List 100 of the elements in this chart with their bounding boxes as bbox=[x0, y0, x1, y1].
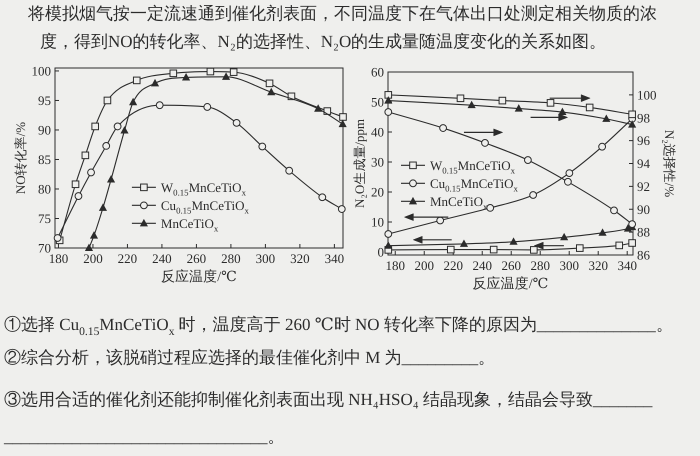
x-tick-label: 340 bbox=[324, 251, 344, 266]
point bbox=[602, 114, 610, 122]
point bbox=[222, 72, 230, 80]
y2-tick-label: 88 bbox=[637, 224, 650, 240]
point bbox=[82, 152, 90, 160]
point bbox=[628, 110, 636, 118]
x-tick-label: 220 bbox=[443, 258, 463, 273]
point bbox=[546, 99, 554, 107]
x-tick-label: 320 bbox=[290, 251, 310, 266]
point bbox=[132, 76, 141, 84]
point bbox=[460, 240, 468, 247]
y-tick-label: 60 bbox=[371, 64, 384, 80]
x-tick-label: 240 bbox=[472, 258, 492, 273]
y-tick-label: 10 bbox=[371, 214, 384, 230]
y-tick-label: 100 bbox=[32, 63, 51, 78]
x-tick-label: 200 bbox=[83, 251, 103, 266]
point bbox=[384, 230, 392, 238]
x-tick-label: 280 bbox=[530, 258, 550, 273]
point bbox=[267, 88, 276, 96]
text: _______________________________。 bbox=[3, 427, 284, 446]
point bbox=[151, 79, 159, 86]
point bbox=[598, 228, 606, 236]
text: ①选择 Cu$_{0.15}$MnCeTiO$_{x}$ 时，温度高于 260 ℃时 NO 转化率下降的原因为______________。 bbox=[4, 315, 673, 338]
point bbox=[456, 94, 464, 102]
point bbox=[514, 104, 523, 112]
y-tick-label: 85 bbox=[38, 152, 51, 167]
point bbox=[258, 142, 266, 150]
point bbox=[156, 101, 164, 110]
point bbox=[206, 68, 214, 76]
point bbox=[481, 139, 489, 147]
y-tick-label: 90 bbox=[38, 122, 51, 138]
point bbox=[384, 108, 392, 116]
point bbox=[90, 232, 98, 239]
point bbox=[510, 238, 518, 245]
y2-axis-title: N₂选择性/% bbox=[662, 130, 677, 198]
point bbox=[85, 244, 93, 251]
x-tick-label: 240 bbox=[152, 251, 172, 266]
point bbox=[384, 96, 392, 104]
y-tick-label: 80 bbox=[38, 181, 51, 196]
x-tick-label: 300 bbox=[256, 251, 276, 266]
x-axis-title: 反应温度/℃ bbox=[472, 276, 548, 292]
point bbox=[446, 246, 455, 254]
text: ②综合分析，该脱硝过程应选择的最佳催化剂中 M 为_________。 bbox=[4, 348, 496, 367]
point bbox=[182, 73, 190, 80]
y2-tick-label: 100 bbox=[637, 87, 656, 102]
point bbox=[314, 104, 322, 112]
point bbox=[468, 101, 476, 108]
point bbox=[266, 80, 274, 88]
point bbox=[610, 206, 618, 214]
x-tick-label: 220 bbox=[118, 251, 138, 266]
point bbox=[558, 108, 566, 116]
point bbox=[560, 233, 568, 240]
point bbox=[586, 104, 594, 112]
text: 将模拟烟气按一定流速通到催化剂表面，不同温度下在气体出口处测定相关物质的浓 bbox=[27, 4, 657, 23]
x-axis-title: 反应温度/℃ bbox=[161, 269, 237, 285]
point bbox=[91, 122, 99, 130]
point bbox=[384, 91, 392, 99]
y2-tick-label: 98 bbox=[637, 110, 650, 126]
x-tick-label: 340 bbox=[617, 258, 637, 273]
point bbox=[338, 205, 346, 213]
point bbox=[99, 204, 107, 211]
point bbox=[104, 96, 112, 104]
point bbox=[107, 176, 115, 183]
legend-label: MnCeTiO$_{x}$ bbox=[160, 216, 219, 234]
point bbox=[120, 126, 128, 134]
legend-label: Cu$_{0.15}$MnCeTiO$_{x}$ bbox=[430, 176, 519, 194]
x-tick-label: 180 bbox=[386, 258, 405, 273]
y2-tick-label: 96 bbox=[637, 133, 650, 148]
y-tick-label: 75 bbox=[38, 210, 51, 226]
x-tick-label: 260 bbox=[186, 251, 206, 266]
point bbox=[338, 120, 346, 128]
point bbox=[490, 246, 498, 254]
x-tick-label: 180 bbox=[48, 251, 68, 266]
y2-tick-label: 86 bbox=[637, 248, 650, 262]
point bbox=[565, 169, 574, 177]
y-axis-title: NO转化率/% bbox=[13, 122, 28, 194]
point bbox=[129, 98, 137, 106]
text: ③选用合适的催化剂还能抑制催化剂表面出现 NH₄HSO₄ 结晶现象，结晶会导致_______ bbox=[4, 390, 653, 409]
point bbox=[232, 118, 240, 127]
point bbox=[72, 180, 80, 188]
x-tick-label: 280 bbox=[221, 251, 241, 266]
point bbox=[628, 220, 636, 228]
point bbox=[564, 178, 572, 186]
y-tick-label: 20 bbox=[371, 184, 384, 200]
point bbox=[74, 192, 82, 200]
x-tick-label: 200 bbox=[414, 258, 434, 273]
text: 度，得到NO的转化率、N₂的选择性、N₂O的生成量随温度变化的关系如图。 bbox=[40, 32, 606, 51]
point bbox=[436, 216, 444, 224]
point bbox=[114, 122, 122, 130]
y2-tick-label: 94 bbox=[637, 156, 650, 171]
point bbox=[439, 124, 447, 132]
y2-tick-label: 90 bbox=[637, 202, 650, 217]
y-tick-label: 0 bbox=[378, 244, 384, 260]
point bbox=[628, 239, 636, 247]
point bbox=[576, 244, 584, 252]
y-tick-label: 40 bbox=[371, 124, 384, 140]
point bbox=[339, 113, 347, 121]
y-tick-label: 70 bbox=[38, 240, 51, 256]
point bbox=[87, 168, 95, 176]
legend-label: W$_{0.15}$MnCeTiO$_{x}$ bbox=[430, 158, 516, 176]
